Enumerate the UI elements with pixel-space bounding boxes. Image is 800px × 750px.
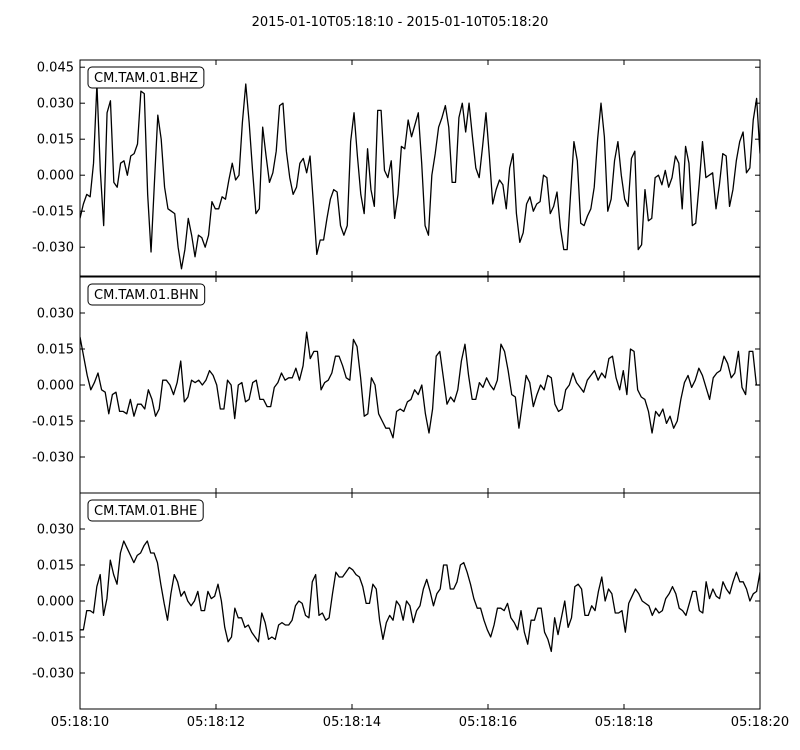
y-tick-label: 0.000 <box>37 379 74 394</box>
panel-frame <box>79 276 761 494</box>
panel-frame <box>79 492 761 710</box>
x-tick-label: 05:18:20 <box>731 715 789 730</box>
y-tick-label: 0.000 <box>37 595 74 610</box>
y-tick-label: -0.030 <box>32 241 74 256</box>
trace-label: CM.TAM.01.BHE <box>94 504 197 519</box>
y-tick-label: -0.015 <box>32 631 74 646</box>
trace-label-box <box>87 66 205 89</box>
x-tick-label: 05:18:16 <box>459 715 517 730</box>
y-tick-label: 0.015 <box>37 133 74 148</box>
y-tick-label: 0.015 <box>37 343 74 358</box>
trace-label-box <box>87 499 204 522</box>
trace-panel: -0.030 -0.015 0.000 0.015 0.030 0.045 CM.TAM.0… <box>32 59 761 277</box>
trace-panel: -0.030 -0.015 0.000 0.015 0.030 CM.TAM.01.BHN <box>32 276 761 494</box>
y-tick-label: 0.000 <box>37 169 74 184</box>
panel-frame <box>79 59 761 277</box>
x-axis: 05:18:10 05:18:12 05:18:14 05:18:16 05:18:18… <box>51 715 789 730</box>
y-tick-label: 0.015 <box>37 559 74 574</box>
y-tick-label: -0.030 <box>32 667 74 682</box>
y-tick-label: -0.015 <box>32 415 74 430</box>
y-tick-label: 0.045 <box>37 61 74 76</box>
chart-title: 2015-01-10T05:18:10 - 2015-01-10T05:18:2… <box>252 15 549 30</box>
trace-line <box>80 83 760 270</box>
x-tick-label: 05:18:14 <box>323 715 381 730</box>
trace-panel: -0.030 -0.015 0.000 0.015 0.030 CM.TAM.01.BHE <box>32 492 761 710</box>
x-tick-label: 05:18:18 <box>595 715 653 730</box>
x-tick-label: 05:18:10 <box>51 715 109 730</box>
trace-label: CM.TAM.01.BHZ <box>94 71 198 86</box>
y-tick-label: 0.030 <box>37 307 74 322</box>
trace-label: CM.TAM.01.BHN <box>94 288 199 303</box>
x-tick-label: 05:18:12 <box>187 715 245 730</box>
y-tick-label: -0.030 <box>32 451 74 466</box>
y-tick-label: 0.030 <box>37 523 74 538</box>
y-tick-label: -0.015 <box>32 205 74 220</box>
trace-line <box>80 331 760 439</box>
trace-line <box>80 540 760 653</box>
y-tick-label: 0.030 <box>37 97 74 112</box>
trace-panels: -0.030 -0.015 0.000 0.015 0.030 0.045 CM.TAM.0… <box>32 59 761 710</box>
trace-label-box <box>87 283 206 306</box>
